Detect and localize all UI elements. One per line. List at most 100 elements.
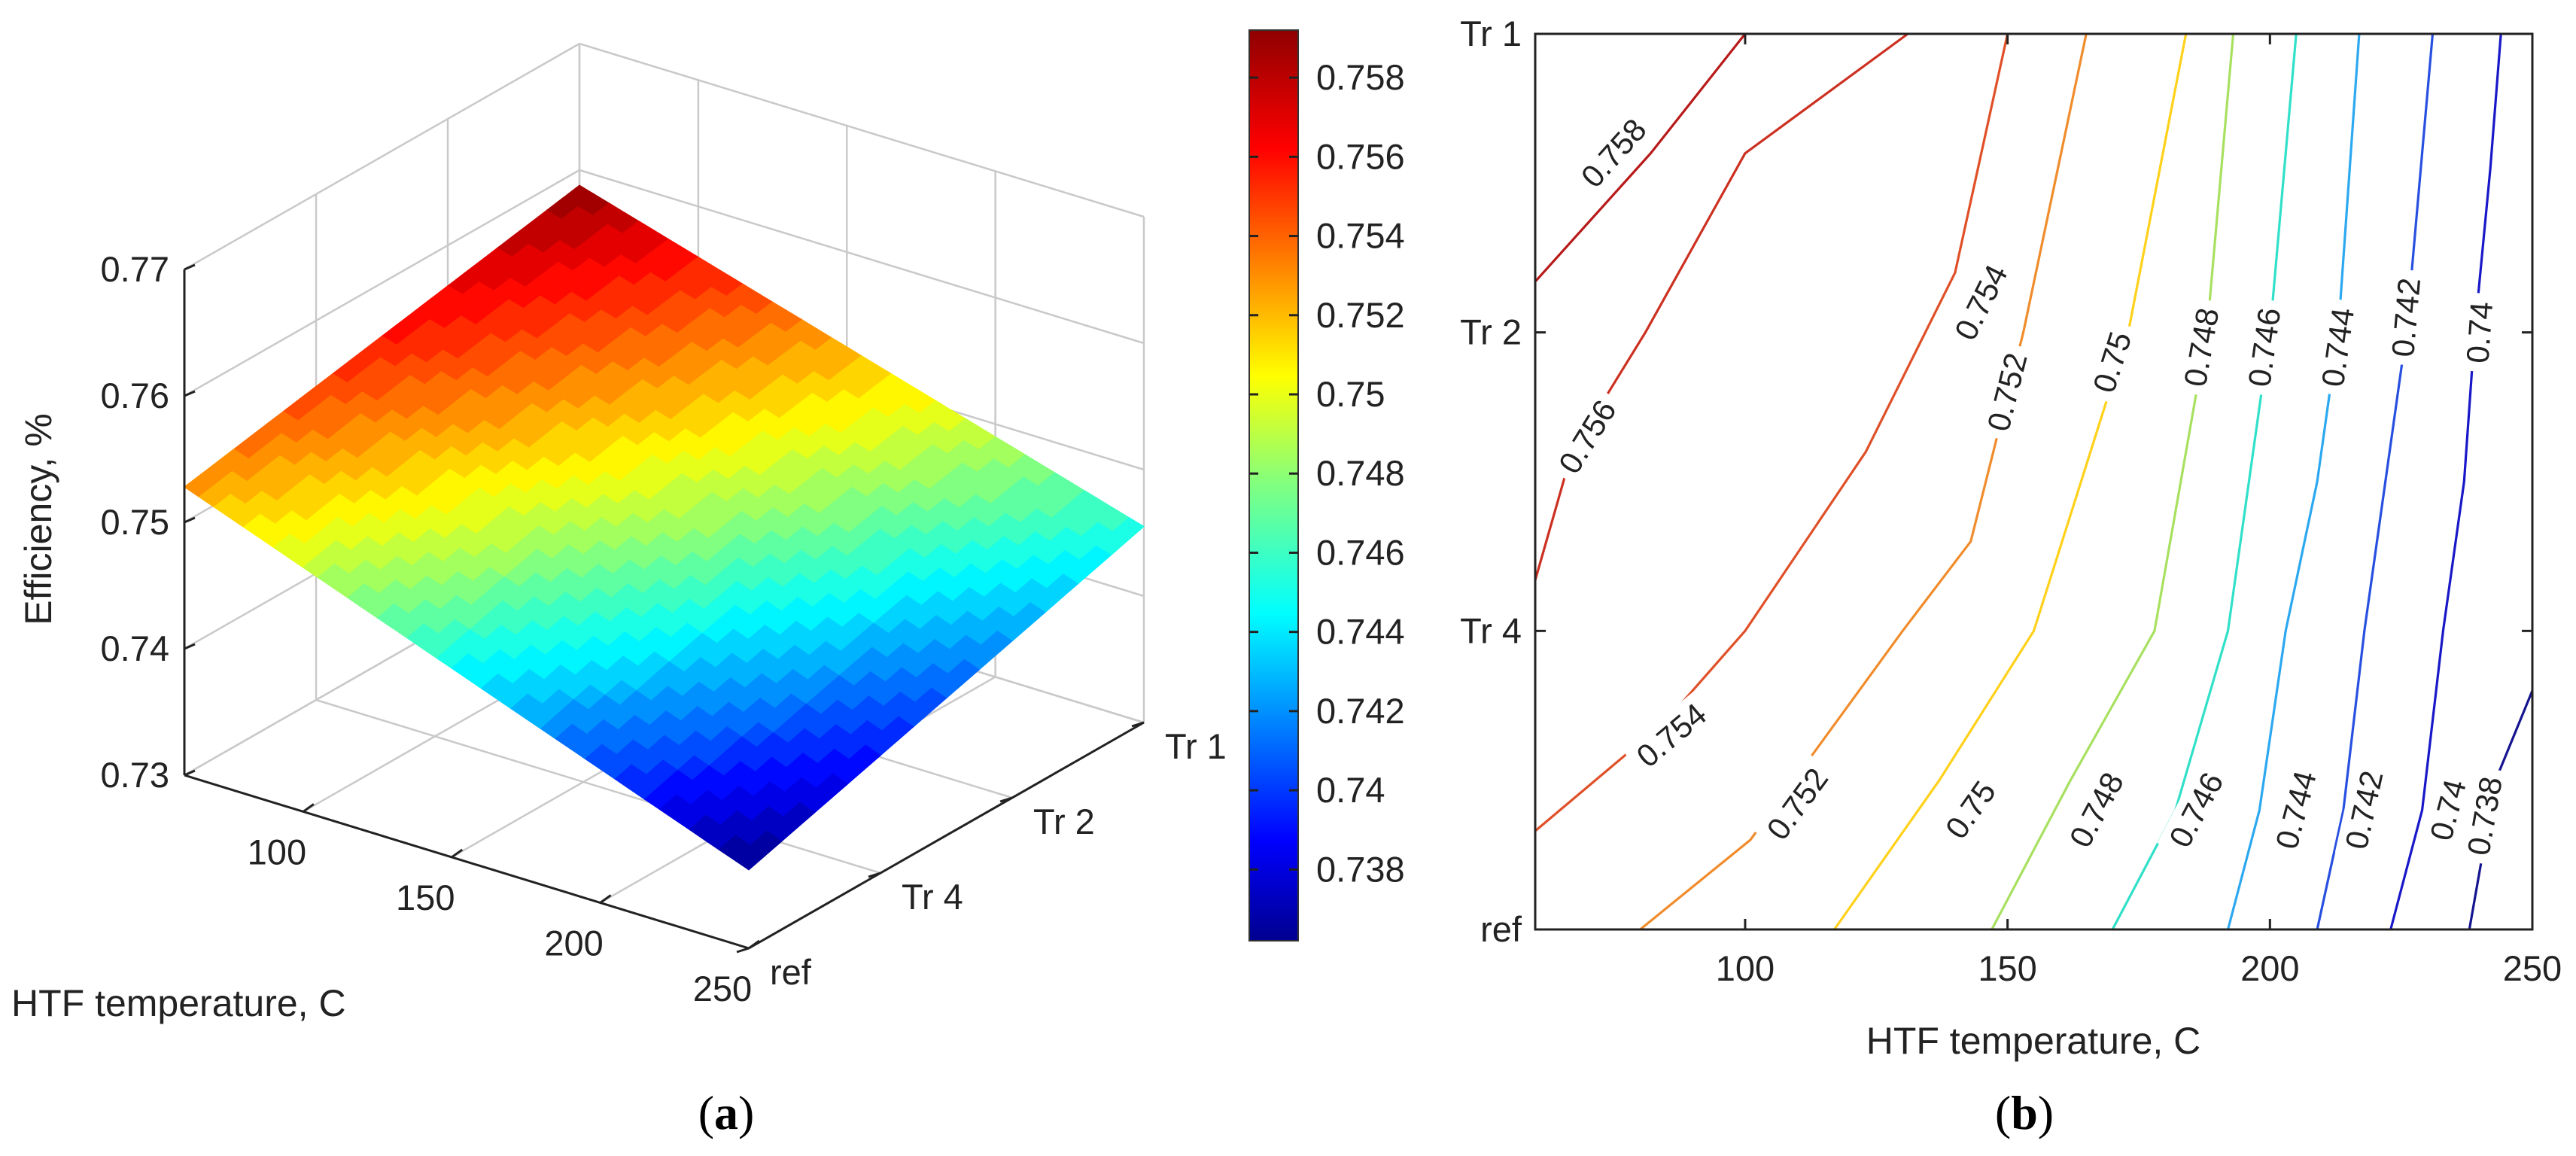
contour-y-tick-label: ref [1480, 909, 1522, 949]
surface-z-tick-labels: 0.73 0.74 0.75 0.76 0.77 [101, 249, 196, 795]
contour-label-bg [2419, 767, 2474, 852]
x-tick-label: 100 [248, 832, 306, 872]
contour-label-bg [2457, 765, 2508, 865]
surface-y-tick-labels: ref Tr 4 Tr 2 Tr 1 [736, 721, 1227, 992]
contour-label-bg [2312, 297, 2360, 397]
colorbar-tick-label: 0.756 [1316, 136, 1405, 176]
contour-label-bg [2157, 759, 2232, 859]
contour-level-labels: 0.7580.7560.7540.7540.7520.7520.750.750.… [1546, 105, 2509, 865]
colorbar-ticks: 0.738 0.74 0.742 0.744 0.746 0.748 0.75 0.752 0.… [1249, 57, 1405, 889]
colorbar-tick-label: 0.758 [1316, 57, 1405, 97]
z-tick [184, 769, 196, 777]
contour-x-tick-label: 100 [1716, 948, 1775, 988]
colorbar-tick-label: 0.744 [1316, 612, 1405, 652]
contour-label-text: 0.74 [2460, 300, 2500, 364]
contour-label-bg [1932, 766, 2006, 851]
back-wall-hgrid [579, 42, 1145, 218]
contour-y-tick-label: Tr 1 [1460, 14, 1522, 53]
colorbar-tick-label: 0.74 [1316, 770, 1385, 810]
contour-plot-frame [1534, 32, 2534, 931]
category-tick [999, 796, 1013, 803]
contour-label: 0.742 [2383, 268, 2427, 367]
z-tick [184, 263, 196, 271]
colorbar-tick-label: 0.75 [1316, 374, 1385, 414]
contour-label-bg [2334, 759, 2389, 860]
contour-label-bg [1546, 386, 1626, 485]
floor-grid-cat [315, 698, 881, 875]
contour-label-bg [2264, 759, 2323, 860]
surface-x-axis-label: HTF temperature, C [11, 982, 346, 1024]
z-tick [184, 643, 196, 650]
contour-label-bg [1942, 251, 2016, 352]
contour-label-bg [1977, 341, 2034, 442]
contour-line [1534, 32, 1909, 581]
category-tick [868, 872, 881, 878]
contour-x-ticks: 100 150 200 250 [1716, 34, 2562, 988]
surface-z-axis-label: Efficiency, % [17, 413, 59, 625]
colorbar-tick-label: 0.742 [1316, 691, 1405, 731]
contour-line [1833, 33, 2188, 930]
x-tick-label: 250 [693, 969, 752, 1008]
left-wall-hgrid [184, 169, 580, 397]
contour-label-bg [2082, 318, 2139, 404]
contour-x-tick-label: 200 [2240, 948, 2299, 988]
contour-label-bg [2383, 268, 2426, 367]
contour-y-ticks: ref Tr 4 Tr 2 Tr 1 [1460, 14, 2532, 949]
x-tick-label: 150 [396, 878, 455, 917]
contour-x-tick-label: 250 [2503, 948, 2562, 988]
colorbar-tick-label: 0.752 [1316, 295, 1405, 335]
contour-label-bg [2238, 297, 2286, 397]
contour-y-tick-label: Tr 4 [1460, 610, 1522, 650]
contour-line [1534, 33, 1747, 283]
contour-label-bg [2174, 297, 2225, 397]
left-wall-hgrid [184, 42, 580, 271]
colorbar [1248, 29, 1299, 942]
contour-label-bg [1753, 754, 1838, 852]
contour-line [1639, 33, 2088, 931]
z-tick-label: 0.77 [101, 249, 169, 289]
contour-y-tick-label: Tr 2 [1460, 312, 1522, 352]
category-axis-line [748, 721, 1145, 950]
x-tick [303, 803, 315, 813]
z-tick-label: 0.74 [101, 628, 169, 668]
contour-label-text: 0.742 [2385, 276, 2427, 358]
x-tick [599, 894, 612, 904]
z-tick-label: 0.73 [101, 755, 169, 795]
panel-b-label: (b) [1995, 1086, 2054, 1139]
contour-label-bg [2457, 292, 2498, 373]
category-tick-label: Tr 1 [1165, 726, 1227, 766]
category-tick [1131, 721, 1145, 728]
category-tick [736, 947, 750, 954]
contour-line [2226, 33, 2361, 930]
contour-x-tick-label: 150 [1978, 948, 2036, 988]
colorbar-tick-label: 0.754 [1316, 216, 1405, 256]
surface-x-tick-labels: 100 150 200 250 [248, 803, 760, 1008]
back-wall-hgrid [579, 169, 1145, 345]
contour-label-bg [1623, 689, 1718, 778]
x-axis-line [184, 774, 750, 950]
category-tick-label: Tr 2 [1033, 802, 1095, 841]
x-tick [451, 848, 464, 859]
contour-line [1991, 33, 2235, 930]
x-tick [748, 939, 760, 950]
z-tick-label: 0.75 [101, 502, 169, 542]
x-tick-label: 200 [544, 923, 603, 963]
category-tick-label: Tr 4 [902, 877, 963, 917]
colorbar-tick-label: 0.738 [1316, 849, 1405, 889]
contour-line [2389, 33, 2502, 930]
surface-patch [733, 844, 766, 871]
contour-plot-panel: 0.7580.7560.7540.7540.7520.7520.750.750.… [1460, 14, 2562, 1139]
contour-label-bg [1568, 105, 1657, 199]
contour-label: 0.74 [2457, 292, 2500, 373]
colorbar-tick-label: 0.746 [1316, 532, 1405, 572]
contour-x-axis-label: HTF temperature, C [1866, 1020, 2201, 1062]
colorbar-tick-label: 0.748 [1316, 453, 1405, 493]
category-tick-label: ref [770, 952, 812, 992]
efficiency-surface [183, 184, 1145, 871]
z-tick [184, 516, 196, 524]
z-tick [184, 390, 196, 397]
z-tick-label: 0.76 [101, 376, 169, 415]
contour-label-bg [2057, 759, 2133, 859]
panel-a-label: (a) [698, 1086, 755, 1139]
